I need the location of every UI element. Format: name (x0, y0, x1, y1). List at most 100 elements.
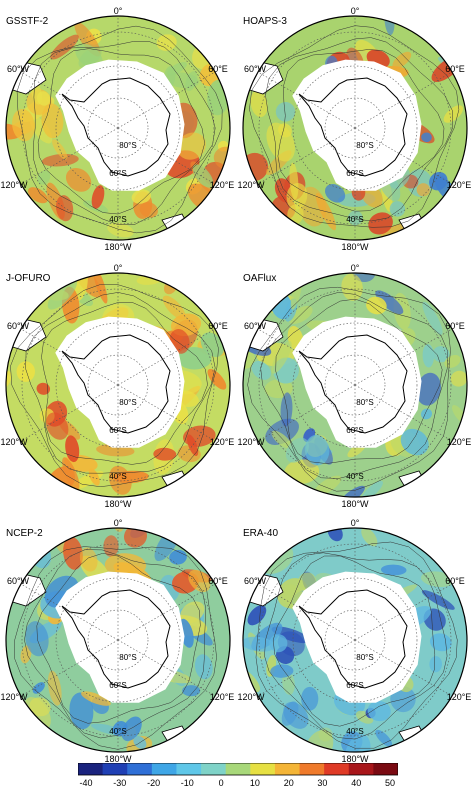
flux-anomaly (113, 528, 124, 532)
flux-anomaly (444, 354, 461, 369)
panel-title: OAFlux (243, 273, 276, 284)
meridian-line (117, 583, 216, 641)
label-120w: 120°W (0, 437, 28, 447)
flux-anomaly (29, 697, 51, 717)
flux-anomaly (275, 102, 296, 122)
contour-line (255, 541, 458, 749)
meridian-line (354, 127, 453, 185)
colorbar-swatch (274, 763, 301, 775)
label-60s: 60°S (346, 681, 363, 690)
meridian-line (20, 328, 119, 386)
colorbar-swatch (348, 763, 374, 775)
colorbar-swatch (102, 763, 128, 775)
contour-line (275, 298, 443, 464)
flux-anomaly (93, 273, 108, 304)
flux-anomaly (36, 382, 51, 395)
flux-anomaly (432, 346, 450, 363)
latitude-circle (55, 322, 181, 448)
map-panel-5: NCEP-2 0° 60°E 60°W 120°E 120°W 180°W 80°S 60°S 4… (0, 518, 234, 764)
flux-anomaly (422, 344, 435, 368)
label-60s: 60°S (346, 169, 363, 178)
flux-anomaly (366, 296, 387, 315)
latitude-circle (55, 65, 181, 191)
flux-anomaly (429, 656, 443, 673)
flux-anomaly (153, 447, 177, 461)
label-180w: 180°W (104, 754, 132, 764)
colorbar-tick-label: 30 (317, 778, 327, 787)
antarctica-outline (298, 589, 408, 689)
contour-line (260, 292, 448, 479)
meridian-line (354, 384, 453, 442)
flux-anomaly (250, 90, 268, 118)
latitude-circle (292, 577, 418, 703)
flux-anomaly (304, 434, 330, 466)
label-60s: 60°S (109, 426, 126, 435)
latitude-circle (55, 577, 181, 703)
colorbar-tick-label: 50 (385, 778, 395, 787)
label-180w: 180°W (341, 242, 369, 252)
meridian-line (117, 127, 216, 185)
colorbar-swatch (250, 763, 276, 775)
meridian-line (20, 384, 119, 442)
label-60w: 60°W (244, 321, 267, 331)
flux-anomaly (65, 168, 92, 192)
label-0: 0° (351, 6, 360, 16)
label-40s: 40°S (109, 472, 126, 481)
label-60w: 60°W (244, 64, 267, 74)
flux-anomaly (20, 645, 32, 664)
contour-line (33, 41, 216, 225)
colorbar-tick-label: 0 (219, 778, 224, 787)
meridian-line (354, 71, 453, 129)
label-0: 0° (114, 6, 123, 16)
flux-anomaly (62, 457, 80, 491)
meridian-line (257, 639, 356, 697)
latitude-circle (324, 354, 386, 416)
label-60e: 60°E (208, 576, 228, 586)
meridian-line (117, 71, 216, 129)
flux-anomaly (107, 222, 134, 238)
flux-anomaly (25, 621, 49, 657)
contour-line (25, 292, 216, 474)
label-40s: 40°S (109, 215, 126, 224)
colorbar-swatch (127, 763, 153, 775)
meridian-line (257, 583, 356, 641)
map-border (242, 527, 468, 753)
flux-anomaly (450, 370, 467, 387)
flux-anomaly (375, 729, 393, 747)
contour-line (277, 49, 445, 212)
flux-anomaly (41, 153, 79, 167)
flux-anomaly (361, 480, 383, 497)
antarctica-outline (61, 77, 171, 177)
flux-anomaly (270, 664, 294, 678)
label-120e: 120°E (210, 692, 235, 702)
flux-anomaly (165, 72, 199, 89)
meridian-line (20, 639, 119, 697)
colorbar-swatch (225, 763, 251, 775)
flux-anomaly (177, 132, 207, 160)
panel-title: GSSTF-2 (6, 16, 49, 27)
latitude-circle (87, 354, 149, 416)
panel-title: HOAPS-3 (243, 16, 287, 27)
flux-anomaly (301, 686, 319, 711)
label-120w: 120°W (0, 180, 28, 190)
label-120w: 120°W (237, 437, 265, 447)
latitude-circle (87, 97, 149, 159)
label-60e: 60°E (445, 64, 465, 74)
colorbar-swatch (373, 763, 398, 775)
flux-anomaly (313, 475, 342, 496)
label-180w: 180°W (341, 754, 369, 764)
label-60s: 60°S (346, 426, 363, 435)
latitude-circle (324, 97, 386, 159)
contour-line (264, 552, 448, 740)
flux-anomaly (400, 428, 429, 456)
contour-line (265, 37, 453, 222)
meridian-line (20, 583, 119, 641)
flux-anomaly (139, 202, 159, 218)
flux-anomaly (28, 187, 48, 204)
meridian-line (117, 639, 216, 697)
flux-anomaly (79, 547, 98, 572)
colorbar-swatch (78, 763, 104, 775)
label-40s: 40°S (346, 727, 363, 736)
flux-anomaly (81, 691, 111, 706)
antarctica-outline (298, 334, 408, 434)
